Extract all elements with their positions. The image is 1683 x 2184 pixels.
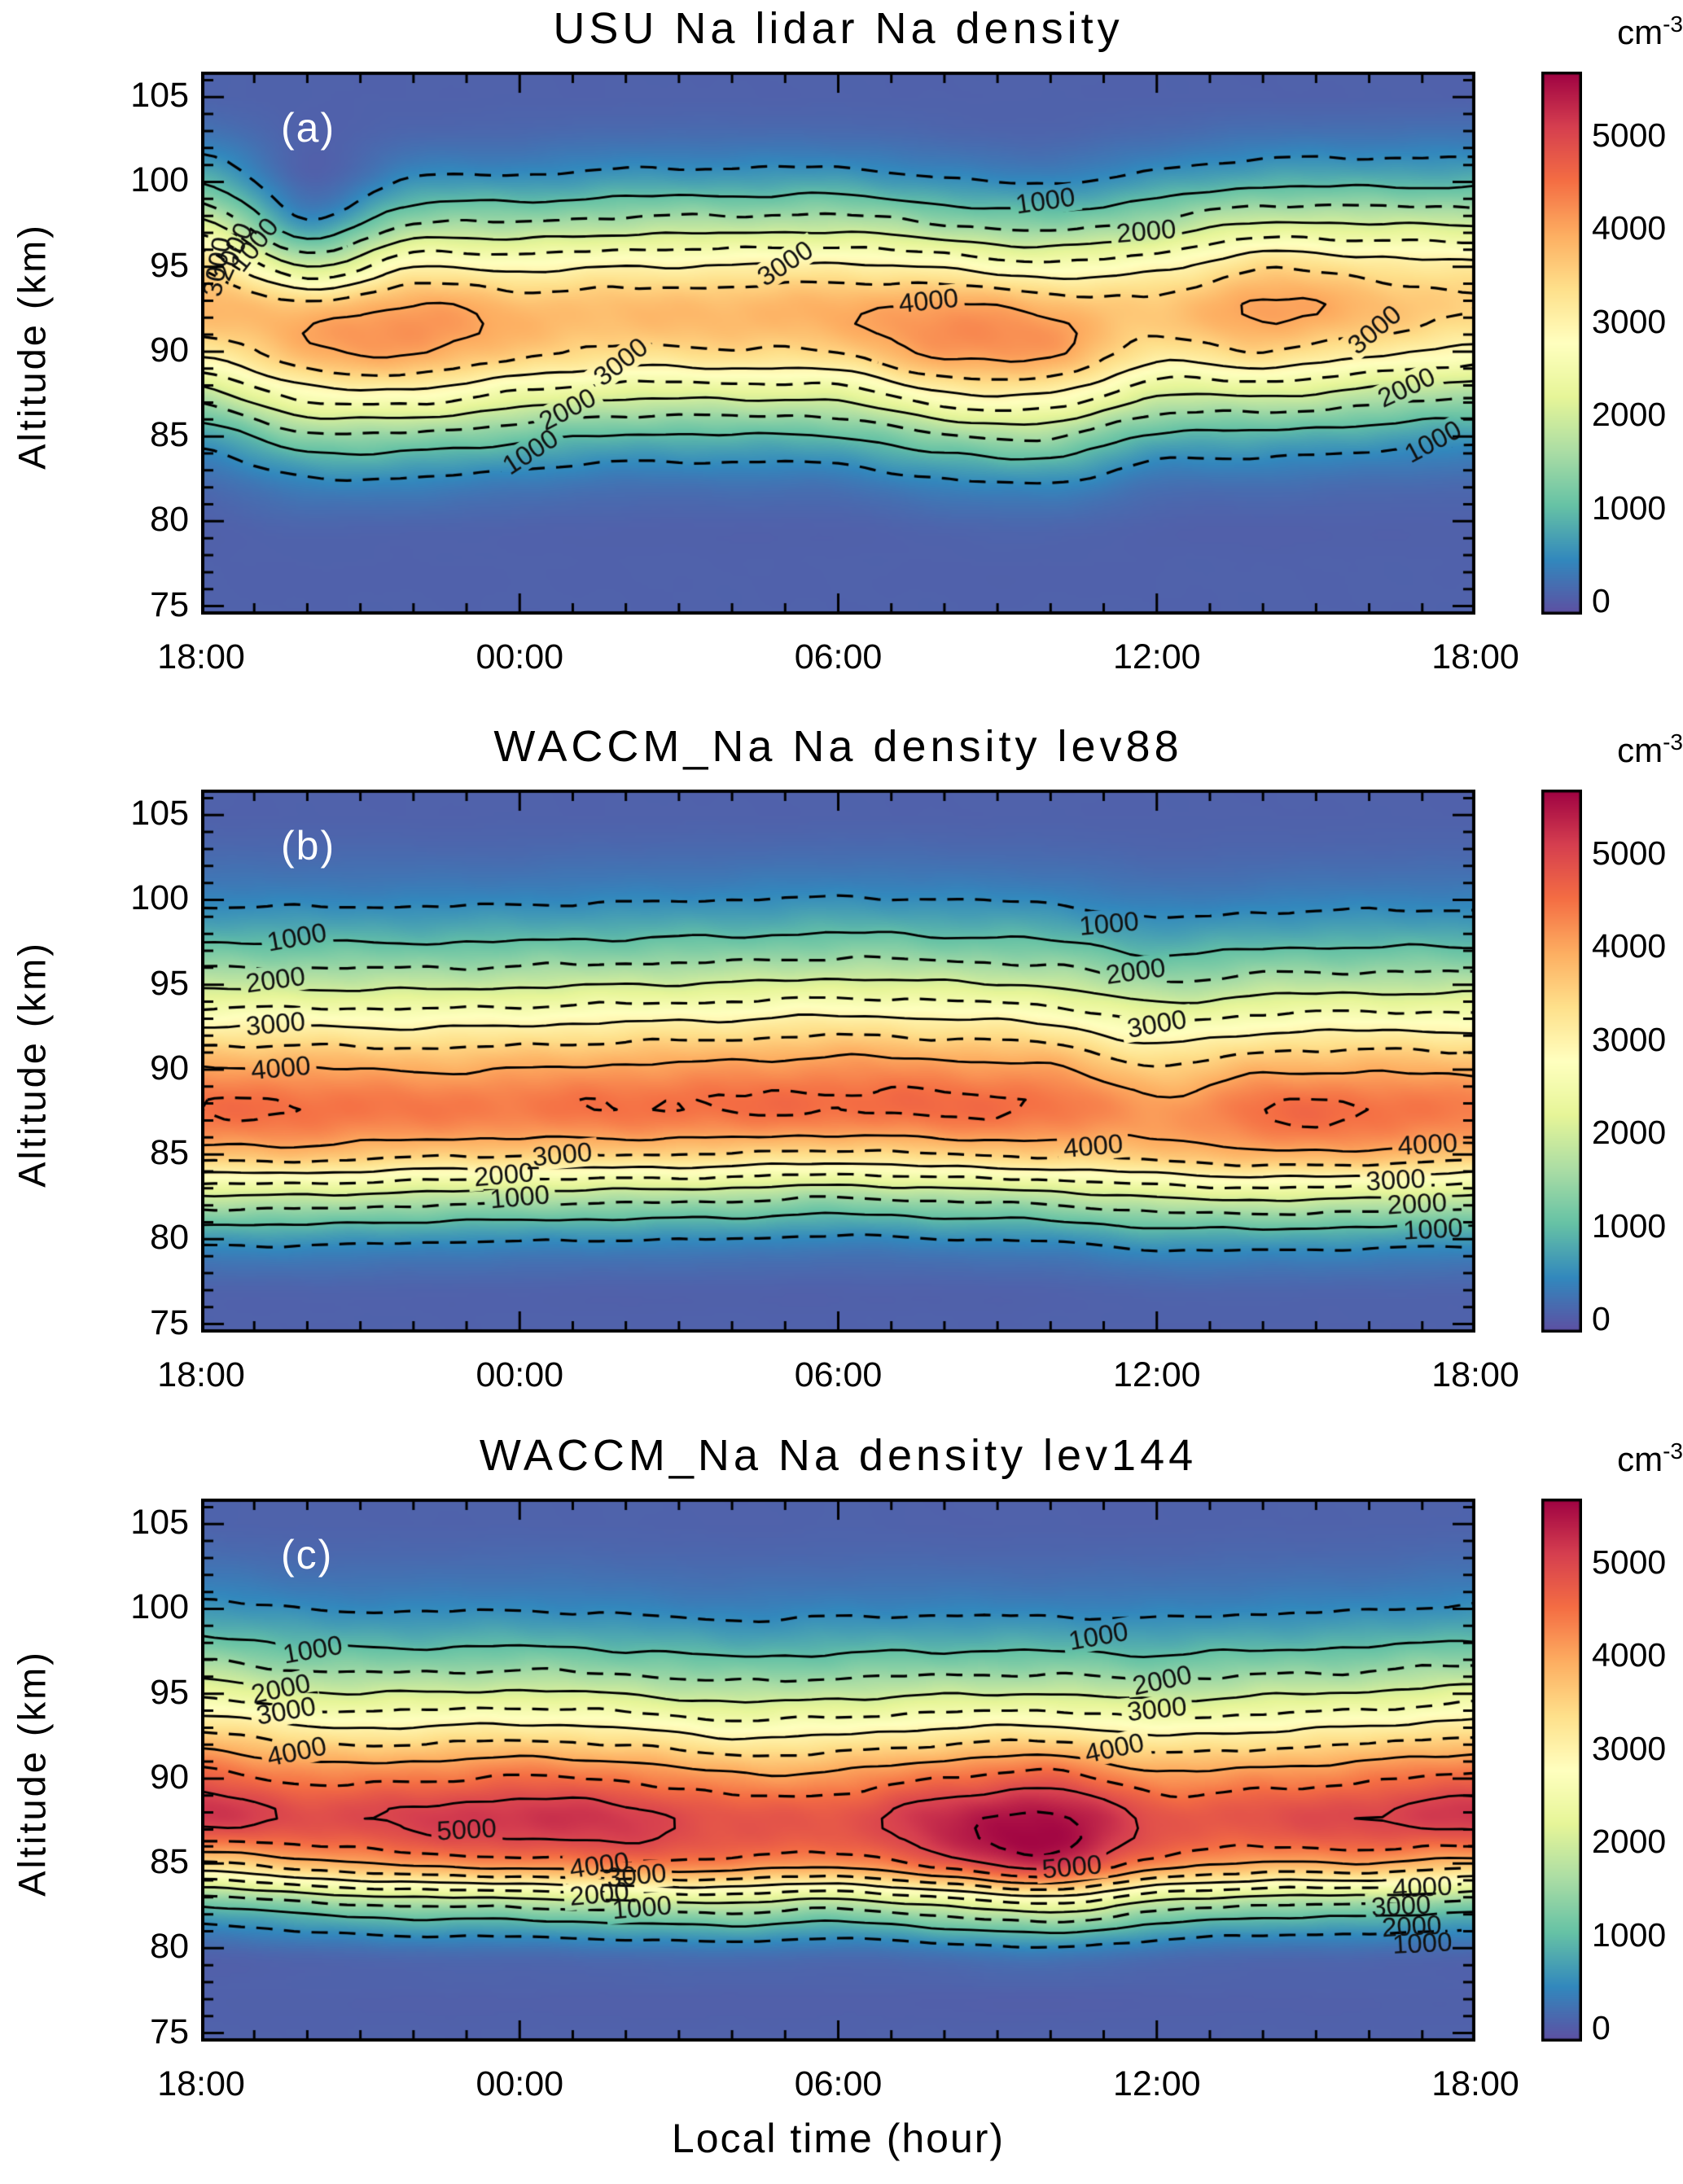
y-tick-label: 100 [130, 1587, 189, 1627]
y-axis-label: Altitude (km) [10, 941, 54, 1188]
x-tick-label: 12:00 [1112, 637, 1201, 676]
x-tick-label: 18:00 [1431, 637, 1519, 676]
x-tick-label: 06:00 [794, 637, 883, 676]
colorbar-tick-label: 0 [1592, 1300, 1611, 1338]
x-tick-label: 00:00 [476, 1355, 564, 1394]
y-tick-label: 75 [150, 2011, 189, 2051]
y-tick-label: 105 [130, 1503, 189, 1543]
panel-b: WACCM_Na Na density lev88 Altitude (km) … [0, 718, 1683, 1434]
colorbar-tick-label: 5000 [1592, 1543, 1667, 1582]
y-tick-label: 105 [130, 794, 189, 834]
panel-a-title: USU Na lidar Na density [553, 4, 1124, 53]
colorbar-panel-c [1541, 1499, 1582, 2042]
x-tick-label: 12:00 [1112, 2064, 1201, 2103]
y-tick-label: 75 [150, 584, 189, 624]
y-tick-label: 80 [150, 1218, 189, 1258]
y-tick-label: 100 [130, 878, 189, 918]
colorbar-tick-label: 4000 [1592, 1636, 1667, 1674]
y-tick-label: 95 [150, 963, 189, 1003]
colorbar-tick-label: 4000 [1592, 927, 1667, 965]
y-tick-label: 95 [150, 1672, 189, 1712]
y-tick-label: 90 [150, 330, 189, 370]
panel-c: WACCM_Na Na density lev144 Altitude (km)… [0, 1427, 1683, 2143]
panel-a: USU Na lidar Na density Altitude (km) (a… [0, 0, 1683, 716]
panel-a-letter: (a) [281, 105, 336, 151]
colorbar-tick-label: 2000 [1592, 1114, 1667, 1152]
panel-b-title: WACCM_Na Na density lev88 [493, 722, 1183, 771]
colorbar-units: cm-3 [1617, 1438, 1683, 1478]
y-tick-label: 85 [150, 1133, 189, 1173]
colorbar-units: cm-3 [1617, 729, 1683, 769]
y-tick-label: 80 [150, 1927, 189, 1967]
x-tick-label: 12:00 [1112, 1355, 1201, 1394]
colorbar-panel-b [1541, 790, 1582, 1333]
y-tick-label: 95 [150, 245, 189, 285]
x-tick-label: 18:00 [1431, 1355, 1519, 1394]
heatmap-panel-a [201, 72, 1475, 615]
x-tick-label: 18:00 [1431, 2064, 1519, 2103]
y-tick-label: 100 [130, 160, 189, 200]
colorbar-tick-label: 0 [1592, 582, 1611, 620]
colorbar-tick-label: 5000 [1592, 116, 1667, 155]
colorbar-tick-label: 0 [1592, 2009, 1611, 2047]
x-tick-label: 00:00 [476, 637, 564, 676]
colorbar-units: cm-3 [1617, 11, 1683, 51]
y-tick-label: 90 [150, 1757, 189, 1797]
colorbar-tick-label: 3000 [1592, 302, 1667, 340]
colorbar-tick-label: 2000 [1592, 396, 1667, 434]
panel-c-letter: (c) [281, 1532, 334, 1578]
x-tick-label: 06:00 [794, 2064, 883, 2103]
x-tick-label: 18:00 [157, 637, 245, 676]
x-tick-label: 06:00 [794, 1355, 883, 1394]
colorbar-tick-label: 1000 [1592, 1206, 1667, 1245]
colorbar-tick-label: 2000 [1592, 1823, 1667, 1861]
colorbar-tick-label: 3000 [1592, 1020, 1667, 1058]
panel-b-letter: (b) [281, 823, 336, 869]
heatmap-panel-c [201, 1499, 1475, 2042]
y-tick-label: 105 [130, 76, 189, 116]
y-tick-label: 80 [150, 500, 189, 540]
y-tick-label: 85 [150, 1842, 189, 1882]
colorbar-tick-label: 4000 [1592, 209, 1667, 247]
heatmap-panel-b [201, 790, 1475, 1333]
x-tick-label: 00:00 [476, 2064, 564, 2103]
y-tick-label: 75 [150, 1302, 189, 1342]
colorbar-tick-label: 3000 [1592, 1729, 1667, 1767]
x-axis-label: Local time (hour) [671, 2116, 1006, 2161]
x-tick-label: 18:00 [157, 1355, 245, 1394]
panel-c-title: WACCM_Na Na density lev144 [479, 1431, 1198, 1480]
y-axis-label: Altitude (km) [10, 1650, 54, 1897]
colorbar-tick-label: 1000 [1592, 488, 1667, 527]
y-tick-label: 85 [150, 415, 189, 455]
y-tick-label: 90 [150, 1048, 189, 1088]
colorbar-panel-a [1541, 72, 1582, 615]
y-axis-label: Altitude (km) [10, 223, 54, 470]
x-tick-label: 18:00 [157, 2064, 245, 2103]
colorbar-tick-label: 1000 [1592, 1915, 1667, 1954]
colorbar-tick-label: 5000 [1592, 834, 1667, 873]
